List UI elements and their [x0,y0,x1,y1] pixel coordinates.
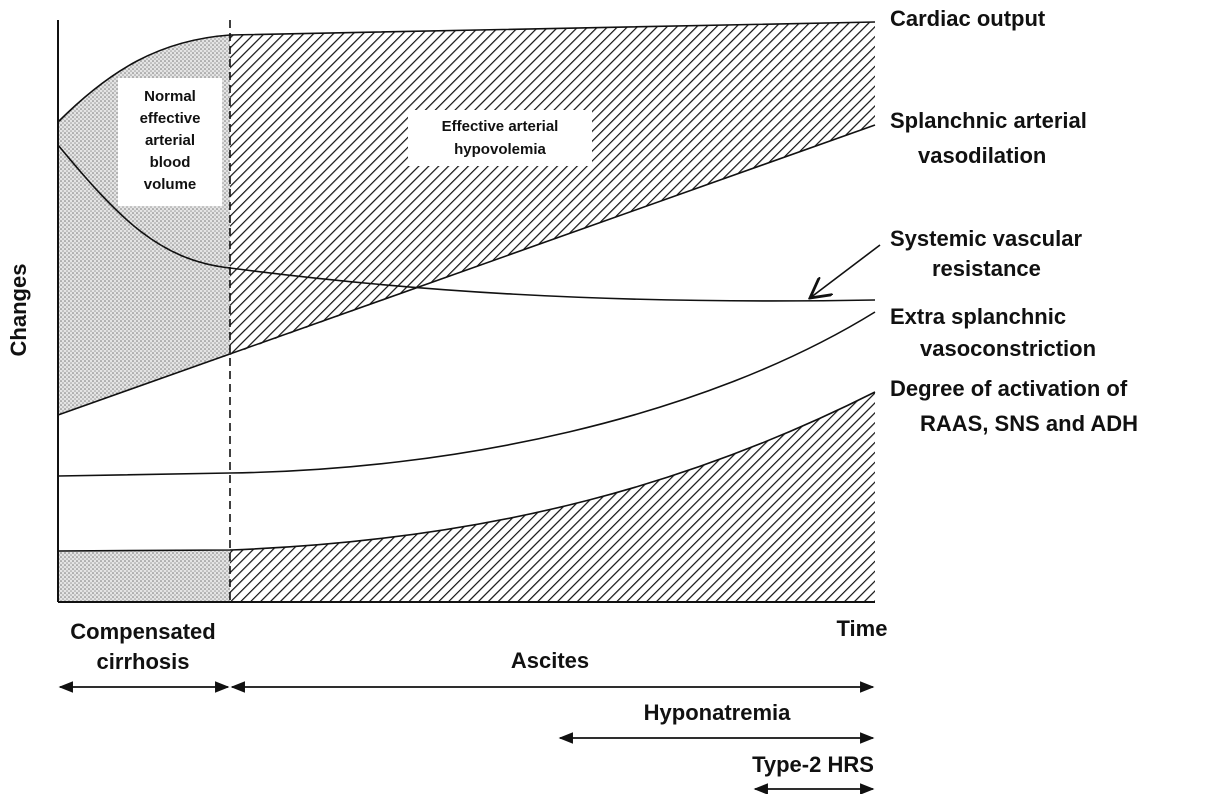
cardiac-output-curve [57,21,876,123]
curve-label: resistance [932,256,1041,281]
curve-label: vasoconstriction [920,336,1096,361]
curve-label: Splanchnic arterial [890,108,1087,133]
region-label: effective [140,110,201,127]
region-label: hypovolemia [454,141,546,158]
curve-label: Degree of activation of [890,376,1128,401]
label-box [408,110,592,166]
region-label: Effective arterial [442,118,559,135]
curve-label: Extra splanchnic [890,304,1066,329]
hypovolemia-area [230,22,875,355]
phase-label: Hyponatremia [644,700,791,725]
curve-label: Systemic vascular [890,226,1082,251]
y-axis-label: Changes [6,264,31,357]
phase-label: Ascites [511,648,589,673]
vasodilation-curve [57,124,876,416]
pointer-arrow [810,244,881,298]
curve-label: RAAS, SNS and ADH [920,411,1138,436]
region-label: volume [144,176,197,193]
phase-label: Type-2 HRS [752,752,874,777]
curve-label: vasodilation [918,143,1046,168]
label-box [118,78,222,206]
curve-label: Cardiac output [890,6,1046,31]
region-label: blood [150,154,191,171]
vasoconstriction-curve [57,311,876,477]
phase-label: cirrhosis [97,649,190,674]
activation-area [230,392,875,602]
resistance-curve [57,144,876,302]
baseline-activation-area [58,551,230,602]
region-label: arterial [145,132,195,149]
activation-curve [57,391,876,552]
x-axis-label: Time [837,616,888,641]
region-label: Normal [144,88,196,105]
phase-label: Compensated [70,619,215,644]
